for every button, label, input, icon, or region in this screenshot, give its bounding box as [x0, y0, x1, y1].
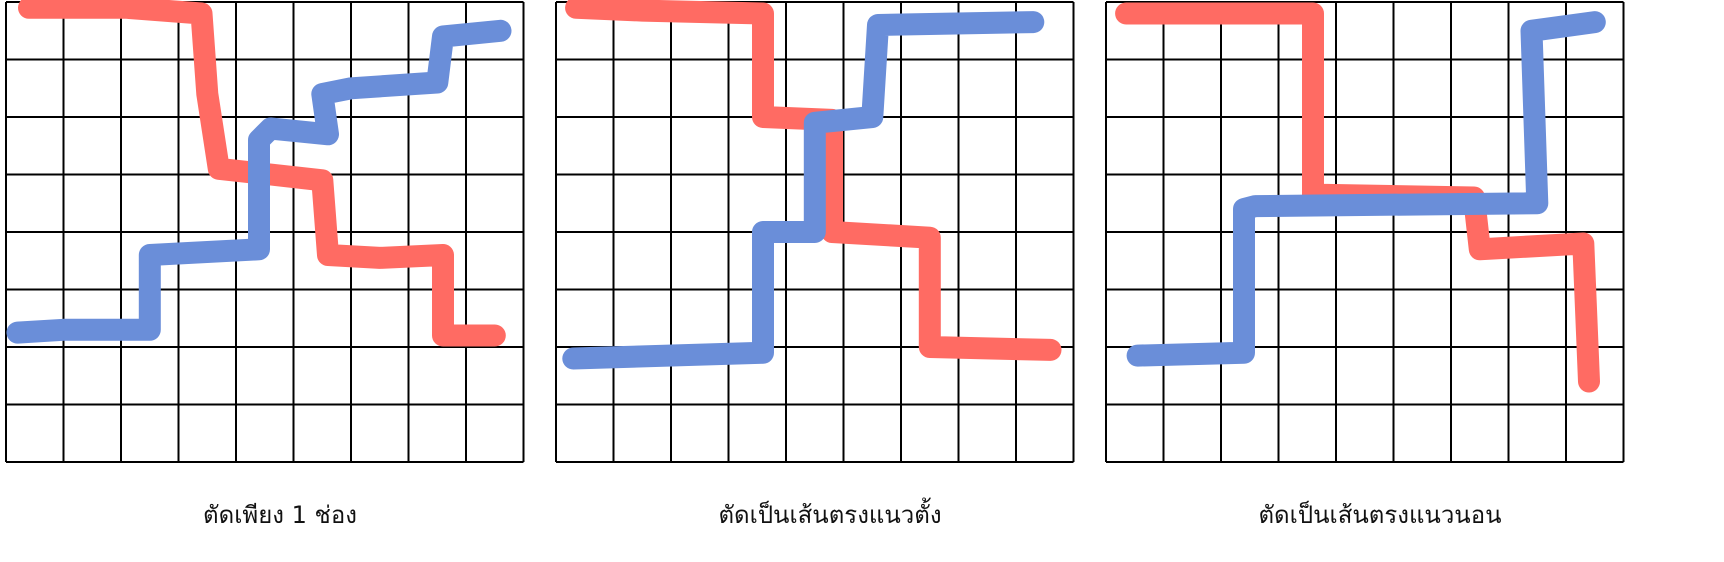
puzzle-panel-2: ตัดเป็นเส้นตรงแนวตั้ง [550, 0, 1110, 562]
blue-stroke [562, 11, 1045, 370]
puzzle-panel-1: ตัดเพียง 1 ช่อง [0, 0, 560, 562]
panel-caption: ตัดเป็นเส้นตรงแนวนอน [1258, 501, 1502, 529]
red-stroke [18, 0, 506, 347]
panel-caption: ตัดเพียง 1 ช่อง [203, 501, 357, 529]
grid-figure [555, 0, 1075, 463]
blue-stroke [6, 19, 512, 344]
panel-caption: ตัดเป็นเส้นตรงแนวตั้ง [718, 501, 942, 529]
blue-stroke [1126, 11, 1606, 367]
grid-figure [5, 0, 525, 463]
grid-figure [1105, 1, 1625, 463]
puzzle-panel-3: ตัดเป็นเส้นตรงแนวนอน [1100, 0, 1660, 562]
